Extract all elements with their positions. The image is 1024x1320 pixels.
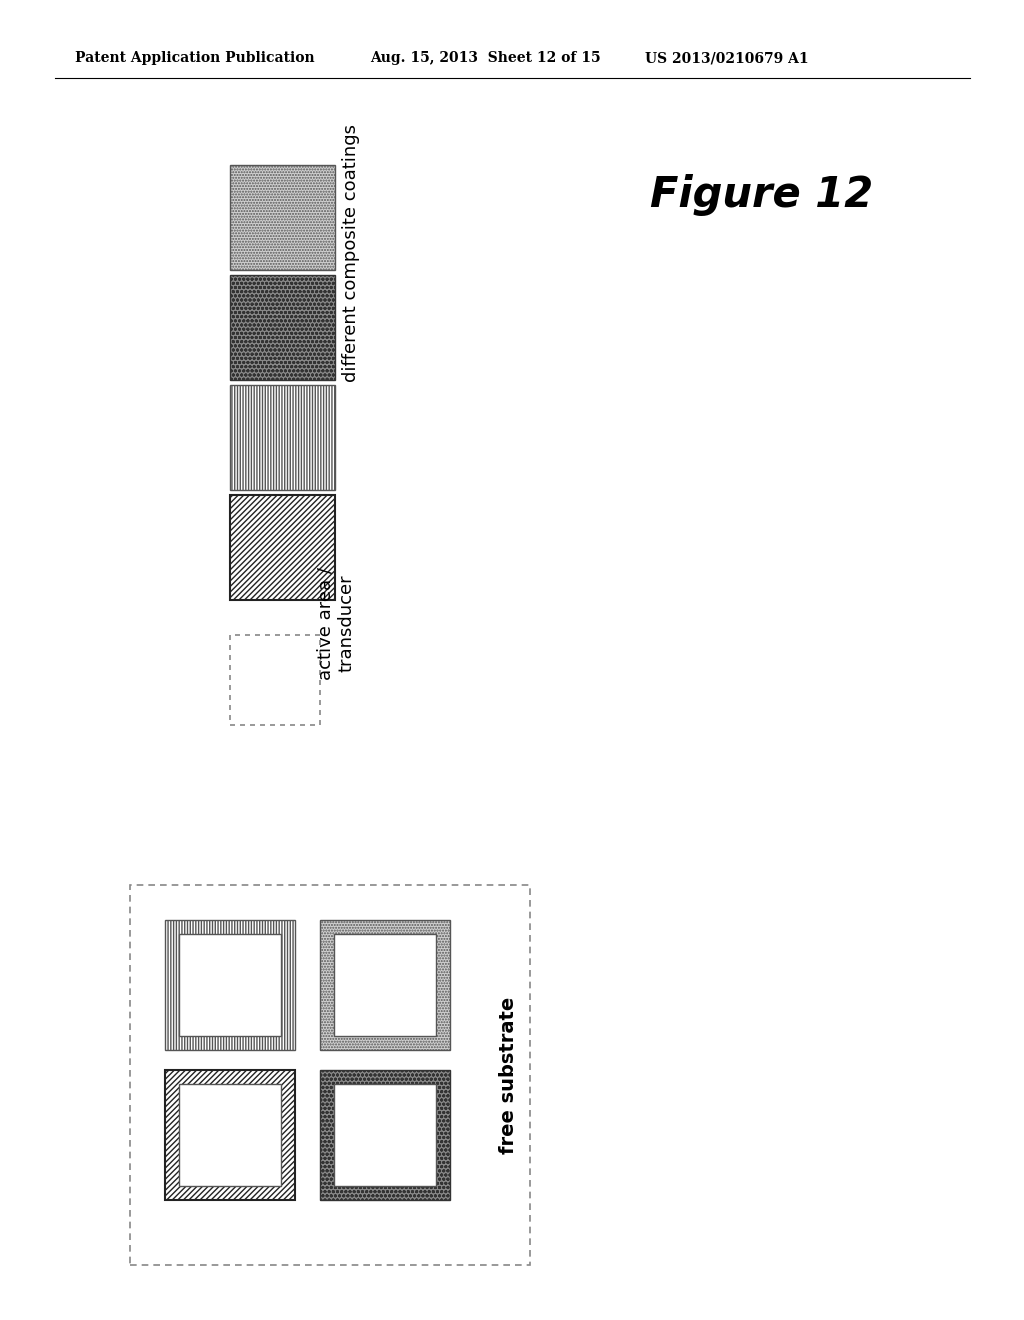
Bar: [319, 920, 450, 1049]
Text: different composite coatings: different composite coatings: [342, 124, 360, 383]
Bar: [179, 1084, 281, 1185]
Bar: [334, 935, 436, 1036]
Text: Patent Application Publication: Patent Application Publication: [75, 51, 314, 65]
Bar: [165, 1071, 295, 1200]
Text: Figure 12: Figure 12: [650, 174, 873, 216]
Bar: [230, 495, 335, 601]
Bar: [230, 385, 335, 490]
Bar: [230, 275, 335, 380]
Bar: [130, 884, 530, 1265]
Text: Aug. 15, 2013  Sheet 12 of 15: Aug. 15, 2013 Sheet 12 of 15: [370, 51, 601, 65]
Text: active area /
transducer: active area / transducer: [316, 568, 355, 680]
Bar: [319, 1071, 450, 1200]
Text: free substrate: free substrate: [499, 997, 517, 1154]
Bar: [165, 920, 295, 1049]
Bar: [230, 165, 335, 271]
Text: US 2013/0210679 A1: US 2013/0210679 A1: [645, 51, 809, 65]
Bar: [334, 1084, 436, 1185]
Bar: [230, 635, 319, 725]
Bar: [179, 935, 281, 1036]
